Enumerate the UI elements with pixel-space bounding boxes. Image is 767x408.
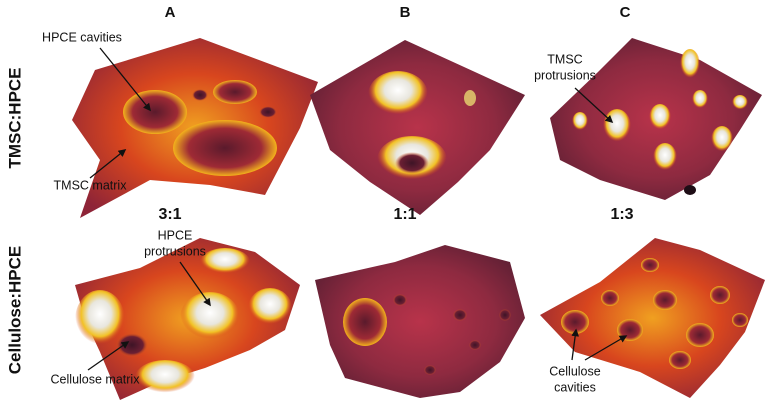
column-label: A bbox=[165, 4, 176, 21]
row-label: TMSC:HPCE bbox=[5, 67, 24, 168]
ratio-label: 1:1 bbox=[393, 206, 416, 223]
annotation: TMSC matrix bbox=[54, 178, 128, 192]
annotation: TMSC bbox=[547, 52, 582, 66]
annotation: HPCE bbox=[158, 228, 193, 242]
annotation: protrusions bbox=[144, 244, 206, 258]
afm-image-tmsc-3-1 bbox=[72, 38, 318, 218]
pointer bbox=[99, 47, 151, 112]
annotation: cavities bbox=[554, 380, 596, 394]
pointer bbox=[179, 261, 211, 307]
afm-image-cellulose-1-1 bbox=[315, 245, 525, 398]
afm-image-cellulose-1-3 bbox=[540, 238, 765, 398]
annotation: Cellulose bbox=[549, 364, 600, 378]
annotation: protrusions bbox=[534, 68, 596, 82]
pointer bbox=[571, 328, 580, 361]
column-label: C bbox=[620, 4, 631, 21]
annotation: Cellulose matrix bbox=[51, 372, 141, 386]
column-label: B bbox=[400, 4, 411, 21]
afm-image-tmsc-1-1 bbox=[310, 40, 525, 215]
row-label: Cellulose:HPCE bbox=[5, 246, 24, 374]
pointer bbox=[584, 335, 628, 361]
afm-image-cellulose-3-1 bbox=[75, 238, 300, 400]
ratio-label: 1:3 bbox=[610, 206, 633, 223]
annotation: HPCE cavities bbox=[42, 30, 122, 44]
ratio-label: 3:1 bbox=[158, 206, 181, 223]
pointer bbox=[87, 341, 130, 371]
pointer bbox=[574, 87, 614, 124]
pointers bbox=[87, 47, 628, 371]
pointer bbox=[89, 149, 127, 179]
